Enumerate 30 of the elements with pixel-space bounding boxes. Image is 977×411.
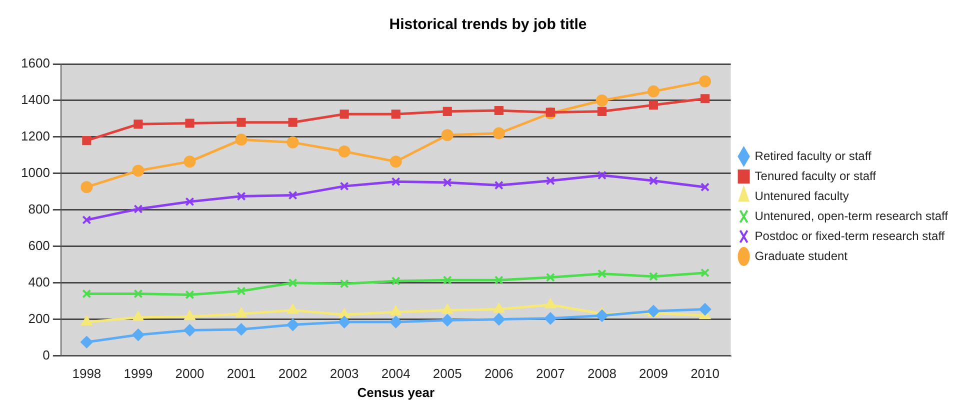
x-tick-label: 2005: [432, 366, 462, 382]
x-tick-label: 2007: [536, 366, 565, 382]
y-tick-label: 1200: [21, 128, 50, 144]
y-tick-label: 800: [28, 201, 50, 216]
x-tick-label: 2008: [588, 366, 616, 382]
x-tick-label: 2006: [484, 366, 514, 382]
chart-title: Historical trends by job title: [389, 16, 587, 34]
legend-label: Postdoc or fixed-term research staff: [754, 228, 946, 243]
x-axis-title: Census year: [357, 384, 435, 400]
y-tick-label: 0: [42, 347, 50, 362]
legend-label: Untenured faculty: [754, 188, 849, 203]
x-tick-label: 1998: [72, 366, 102, 382]
y-tick-label: 1600: [21, 56, 50, 71]
x-tick-label: 2003: [330, 366, 359, 382]
legend-label: Untenured, open-term research staff: [754, 208, 949, 223]
legend-label: Tenured faculty or staff: [754, 168, 877, 183]
y-tick-label: 200: [28, 310, 50, 326]
x-tick-label: 2001: [226, 366, 256, 382]
y-tick-label: 1400: [21, 92, 50, 108]
y-tick-label: 600: [28, 238, 50, 253]
x-tick-label: 2004: [381, 366, 410, 382]
legend-label: Graduate student: [754, 248, 848, 263]
legend-label: Retired faculty or staff: [754, 148, 872, 163]
y-tick-label: 400: [28, 274, 50, 290]
x-tick-label: 2009: [639, 366, 668, 382]
x-tick-label: 2000: [175, 366, 204, 382]
x-tick-label: 2002: [278, 366, 308, 382]
x-tick-label: 1999: [124, 366, 153, 382]
x-tick-label: 2010: [690, 366, 720, 382]
y-tick-label: 1000: [21, 165, 50, 180]
